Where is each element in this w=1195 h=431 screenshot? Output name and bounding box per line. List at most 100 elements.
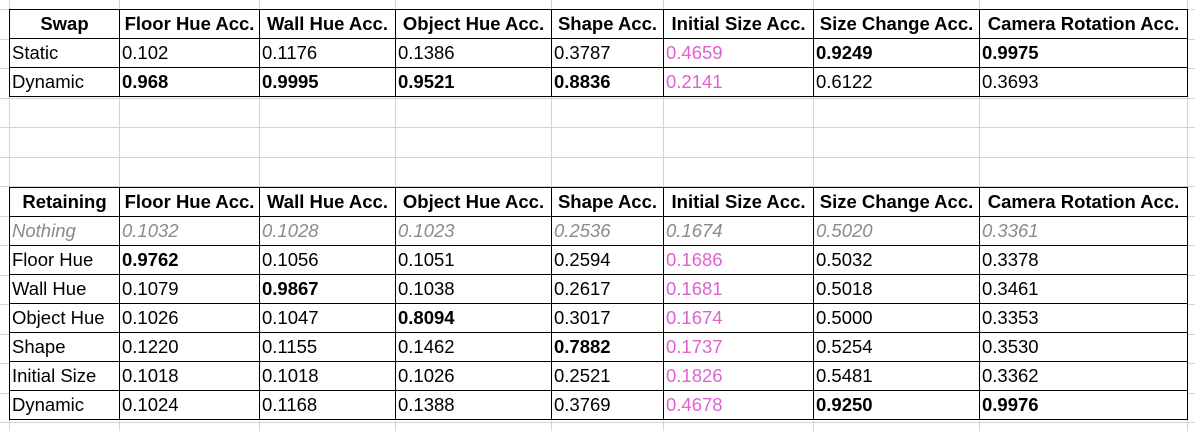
column-header[interactable]: Shape Acc. <box>551 9 664 39</box>
column-header[interactable]: Size Change Acc. <box>813 9 980 39</box>
value-cell[interactable]: 0.9250 <box>813 390 980 420</box>
value-cell[interactable]: 0.1737 <box>663 332 814 362</box>
value-cell[interactable]: 0.4678 <box>663 390 814 420</box>
value-cell[interactable]: 0.6122 <box>813 67 980 97</box>
row-label[interactable]: Wall Hue <box>9 274 120 304</box>
value-cell[interactable]: 0.9975 <box>979 38 1188 68</box>
value-cell[interactable]: 0.2536 <box>551 216 664 246</box>
value-cell[interactable]: 0.1079 <box>119 274 260 304</box>
column-header[interactable]: Shape Acc. <box>551 187 664 217</box>
row-label[interactable]: Dynamic <box>9 390 120 420</box>
table-row: Floor Hue 0.9762 0.1056 0.1051 0.2594 0.1686 0… <box>9 245 1188 275</box>
value-cell[interactable]: 0.2594 <box>551 245 664 275</box>
row-label[interactable]: Object Hue <box>9 303 120 333</box>
value-cell[interactable]: 0.3693 <box>979 67 1188 97</box>
table-row: Object Hue 0.1026 0.1047 0.8094 0.3017 0.1674… <box>9 303 1188 333</box>
value-cell[interactable]: 0.1047 <box>259 303 396 333</box>
row-label[interactable]: Nothing <box>9 216 120 246</box>
value-cell[interactable]: 0.3787 <box>551 38 664 68</box>
row-label[interactable]: Floor Hue <box>9 245 120 275</box>
value-cell[interactable]: 0.1674 <box>663 216 814 246</box>
column-header[interactable]: Object Hue Acc. <box>395 9 552 39</box>
swap-corner-header[interactable]: Swap <box>9 9 120 39</box>
retaining-table: Retaining Floor Hue Acc. Wall Hue Acc. Obje… <box>9 187 1188 420</box>
column-header[interactable]: Wall Hue Acc. <box>259 187 396 217</box>
value-cell[interactable]: 0.1826 <box>663 361 814 391</box>
value-cell[interactable]: 0.3530 <box>979 332 1188 362</box>
value-cell[interactable]: 0.1018 <box>119 361 260 391</box>
value-cell[interactable]: 0.9762 <box>119 245 260 275</box>
value-cell[interactable]: 0.5254 <box>813 332 980 362</box>
value-cell[interactable]: 0.1023 <box>395 216 552 246</box>
value-cell[interactable]: 0.1038 <box>395 274 552 304</box>
value-cell[interactable]: 0.1056 <box>259 245 396 275</box>
value-cell[interactable]: 0.1032 <box>119 216 260 246</box>
value-cell[interactable]: 0.1681 <box>663 274 814 304</box>
swap-header-row: Swap Floor Hue Acc. Wall Hue Acc. Object Hu… <box>9 9 1188 39</box>
value-cell[interactable]: 0.9249 <box>813 38 980 68</box>
value-cell[interactable]: 0.1018 <box>259 361 396 391</box>
value-cell[interactable]: 0.3362 <box>979 361 1188 391</box>
value-cell[interactable]: 0.5020 <box>813 216 980 246</box>
value-cell[interactable]: 0.2617 <box>551 274 664 304</box>
value-cell[interactable]: 0.3461 <box>979 274 1188 304</box>
value-cell[interactable]: 0.1028 <box>259 216 396 246</box>
value-cell[interactable]: 0.1462 <box>395 332 552 362</box>
value-cell[interactable]: 0.9521 <box>395 67 552 97</box>
column-header[interactable]: Wall Hue Acc. <box>259 9 396 39</box>
column-header[interactable]: Floor Hue Acc. <box>119 187 260 217</box>
value-cell[interactable]: 0.2141 <box>663 67 814 97</box>
value-cell[interactable]: 0.9995 <box>259 67 396 97</box>
table-row: Dynamic 0.1024 0.1168 0.1388 0.3769 0.4678 0.9… <box>9 390 1188 420</box>
value-cell[interactable]: 0.3361 <box>979 216 1188 246</box>
column-header[interactable]: Floor Hue Acc. <box>119 9 260 39</box>
value-cell[interactable]: 0.2521 <box>551 361 664 391</box>
value-cell[interactable]: 0.1026 <box>395 361 552 391</box>
value-cell[interactable]: 0.5481 <box>813 361 980 391</box>
value-cell[interactable]: 0.3769 <box>551 390 664 420</box>
value-cell[interactable]: 0.3017 <box>551 303 664 333</box>
row-label[interactable]: Shape <box>9 332 120 362</box>
value-cell[interactable]: 0.4659 <box>663 38 814 68</box>
column-header[interactable]: Initial Size Acc. <box>663 187 814 217</box>
row-label[interactable]: Dynamic <box>9 67 120 97</box>
value-cell[interactable]: 0.1176 <box>259 38 396 68</box>
row-label[interactable]: Initial Size <box>9 361 120 391</box>
value-cell[interactable]: 0.1386 <box>395 38 552 68</box>
value-cell[interactable]: 0.1155 <box>259 332 396 362</box>
value-cell[interactable]: 0.7882 <box>551 332 664 362</box>
value-cell[interactable]: 0.1674 <box>663 303 814 333</box>
table-row: Shape 0.1220 0.1155 0.1462 0.7882 0.1737 0.525… <box>9 332 1188 362</box>
gridline-horizontal <box>0 127 1195 128</box>
column-header[interactable]: Camera Rotation Acc. <box>979 187 1188 217</box>
value-cell[interactable]: 0.1024 <box>119 390 260 420</box>
value-cell[interactable]: 0.5000 <box>813 303 980 333</box>
value-cell[interactable]: 0.1168 <box>259 390 396 420</box>
retaining-header-row: Retaining Floor Hue Acc. Wall Hue Acc. Obje… <box>9 187 1188 217</box>
column-header[interactable]: Size Change Acc. <box>813 187 980 217</box>
value-cell[interactable]: 0.3353 <box>979 303 1188 333</box>
column-header[interactable]: Object Hue Acc. <box>395 187 552 217</box>
value-cell[interactable]: 0.1051 <box>395 245 552 275</box>
value-cell[interactable]: 0.8836 <box>551 67 664 97</box>
row-label[interactable]: Static <box>9 38 120 68</box>
value-cell[interactable]: 0.1026 <box>119 303 260 333</box>
value-cell[interactable]: 0.968 <box>119 67 260 97</box>
gridline-horizontal <box>0 186 1195 187</box>
value-cell[interactable]: 0.5032 <box>813 245 980 275</box>
value-cell[interactable]: 0.9976 <box>979 390 1188 420</box>
value-cell[interactable]: 0.1686 <box>663 245 814 275</box>
value-cell[interactable]: 0.8094 <box>395 303 552 333</box>
column-header[interactable]: Initial Size Acc. <box>663 9 814 39</box>
retaining-corner-header[interactable]: Retaining <box>9 187 120 217</box>
value-cell[interactable]: 0.102 <box>119 38 260 68</box>
value-cell[interactable]: 0.1388 <box>395 390 552 420</box>
value-cell[interactable]: 0.3378 <box>979 245 1188 275</box>
gridline-horizontal <box>0 98 1195 99</box>
value-cell[interactable]: 0.5018 <box>813 274 980 304</box>
value-cell[interactable]: 0.1220 <box>119 332 260 362</box>
value-cell[interactable]: 0.9867 <box>259 274 396 304</box>
column-header[interactable]: Camera Rotation Acc. <box>979 9 1188 39</box>
table-row: Wall Hue 0.1079 0.9867 0.1038 0.2617 0.1681 0.… <box>9 274 1188 304</box>
